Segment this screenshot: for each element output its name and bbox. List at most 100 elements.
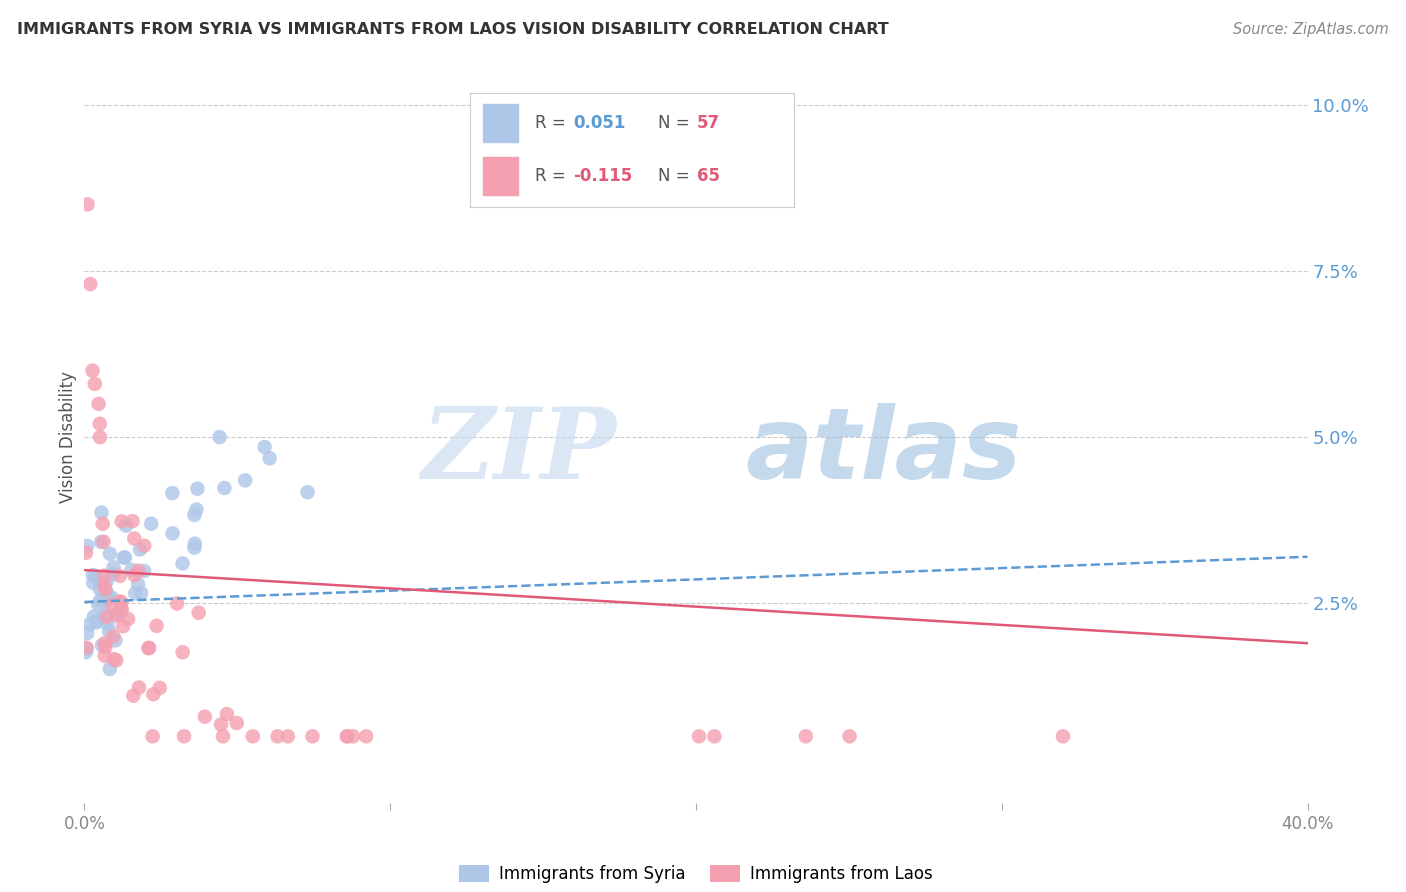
- Point: [233, 473, 256, 487]
- Point: [142, 687, 165, 701]
- Point: [89, 430, 111, 444]
- Point: [114, 550, 136, 565]
- Point: [90, 506, 112, 520]
- Point: [166, 597, 188, 611]
- Point: [342, 729, 364, 743]
- Point: [121, 563, 143, 577]
- Point: [96, 591, 118, 606]
- Point: [93, 568, 115, 582]
- Point: [162, 526, 184, 541]
- Point: [336, 729, 359, 743]
- Point: [76, 539, 98, 553]
- Point: [90, 576, 112, 591]
- Point: [76, 626, 98, 640]
- Point: [184, 537, 207, 551]
- Point: [87, 397, 110, 411]
- Point: [208, 430, 231, 444]
- Point: [145, 619, 167, 633]
- Point: [91, 638, 114, 652]
- Point: [100, 591, 122, 605]
- Point: [98, 547, 121, 561]
- Point: [108, 594, 131, 608]
- Point: [183, 541, 205, 555]
- Point: [212, 729, 235, 743]
- Point: [214, 481, 236, 495]
- Point: [688, 729, 710, 743]
- Point: [94, 606, 117, 620]
- Point: [82, 575, 104, 590]
- Point: [87, 598, 110, 612]
- Text: atlas: atlas: [745, 403, 1021, 500]
- Point: [187, 606, 209, 620]
- Point: [75, 546, 97, 560]
- Point: [122, 532, 145, 546]
- Point: [96, 585, 118, 599]
- Point: [103, 560, 125, 574]
- Point: [93, 534, 115, 549]
- Point: [104, 633, 127, 648]
- Point: [266, 729, 288, 743]
- Point: [172, 557, 194, 571]
- Point: [83, 376, 105, 391]
- Point: [132, 564, 155, 578]
- Point: [336, 729, 359, 743]
- Point: [98, 624, 121, 638]
- Point: [117, 612, 139, 626]
- Point: [124, 586, 146, 600]
- Point: [122, 689, 145, 703]
- Point: [94, 640, 117, 654]
- Point: [84, 569, 107, 583]
- Point: [90, 535, 112, 549]
- Point: [110, 603, 132, 617]
- Point: [108, 569, 131, 583]
- Point: [115, 518, 138, 533]
- Point: [86, 614, 108, 628]
- Point: [134, 539, 156, 553]
- Point: [103, 630, 125, 644]
- Point: [91, 516, 114, 531]
- Point: [259, 451, 281, 466]
- Point: [101, 567, 124, 582]
- Point: [121, 514, 143, 528]
- Point: [703, 729, 725, 743]
- Point: [111, 514, 134, 528]
- Point: [138, 641, 160, 656]
- Point: [76, 197, 98, 211]
- Point: [94, 648, 117, 663]
- Point: [75, 640, 97, 655]
- Point: [89, 582, 111, 596]
- Point: [127, 564, 149, 578]
- Text: ZIP: ZIP: [422, 403, 616, 500]
- Point: [124, 568, 146, 582]
- Point: [277, 729, 299, 743]
- Point: [162, 486, 184, 500]
- Point: [149, 681, 172, 695]
- Point: [186, 502, 208, 516]
- Point: [183, 508, 205, 522]
- Point: [105, 608, 128, 623]
- Point: [112, 619, 135, 633]
- Point: [209, 717, 232, 731]
- Point: [101, 598, 124, 612]
- Point: [242, 729, 264, 743]
- Point: [89, 417, 111, 431]
- Y-axis label: Vision Disability: Vision Disability: [59, 371, 77, 503]
- Point: [112, 550, 135, 565]
- Point: [297, 485, 319, 500]
- Point: [127, 577, 149, 591]
- Point: [138, 640, 160, 655]
- Point: [128, 681, 150, 695]
- Legend: Immigrants from Syria, Immigrants from Laos: Immigrants from Syria, Immigrants from L…: [453, 858, 939, 889]
- Point: [103, 652, 125, 666]
- Point: [98, 662, 121, 676]
- Point: [111, 602, 134, 616]
- Point: [89, 593, 111, 607]
- Point: [129, 542, 152, 557]
- Point: [838, 729, 860, 743]
- Point: [107, 607, 129, 621]
- Point: [301, 729, 323, 743]
- Point: [94, 636, 117, 650]
- Point: [215, 707, 238, 722]
- Point: [79, 277, 101, 292]
- Point: [105, 653, 128, 667]
